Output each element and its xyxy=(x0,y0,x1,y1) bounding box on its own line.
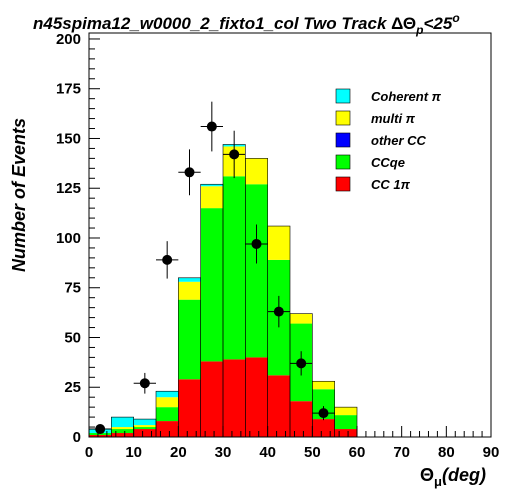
points-layer xyxy=(89,101,335,435)
legend-swatch xyxy=(335,88,351,104)
chart-title-delta: ΔΘ xyxy=(391,14,416,33)
bar-segment xyxy=(178,299,201,380)
y-tick-label: 75 xyxy=(64,280,81,297)
data-point xyxy=(296,358,307,369)
bar-segment xyxy=(156,407,179,422)
x-axis-label-theta: Θ xyxy=(420,465,434,485)
bar-segment xyxy=(334,415,357,430)
bar-segment xyxy=(133,419,156,426)
chart-title-tail: <25 xyxy=(423,14,452,33)
bar-segment xyxy=(245,158,268,185)
bar-segment xyxy=(267,226,290,260)
chart-title-main: n45spima12_w0000_2_fixto1_col Two Track xyxy=(33,14,391,33)
bar-segment xyxy=(223,176,246,360)
bar-segment xyxy=(223,359,246,437)
bar-segment xyxy=(245,184,268,358)
x-axis-label: Θμ(deg) xyxy=(420,465,486,489)
bar-segment xyxy=(156,421,179,437)
y-tick-label: 100 xyxy=(56,230,81,247)
bar-segment xyxy=(290,401,313,437)
x-tick-label: 30 xyxy=(215,444,232,461)
bar-segment xyxy=(111,417,134,428)
bar-segment xyxy=(200,184,223,187)
bar-segment xyxy=(133,429,156,437)
bar-segment xyxy=(178,277,201,282)
legend-label: CCqe xyxy=(371,155,405,170)
bar-segment xyxy=(111,429,134,434)
legend: Coherent π multi π other CC CCqe CC 1π xyxy=(335,88,442,192)
legend-swatch xyxy=(335,110,351,126)
bar-segment xyxy=(111,427,134,430)
bar-segment xyxy=(267,375,290,437)
x-tick-label: 70 xyxy=(393,444,410,461)
bar-segment xyxy=(200,361,223,437)
bar-segment xyxy=(178,379,201,437)
data-point xyxy=(251,238,262,249)
data-point xyxy=(162,254,173,265)
x-axis-label-tail: (deg) xyxy=(442,465,486,485)
bar-segment xyxy=(245,357,268,437)
x-tick-label: 10 xyxy=(125,444,142,461)
x-tick-label: 0 xyxy=(85,444,93,461)
data-point xyxy=(95,424,106,435)
x-tick-label: 60 xyxy=(349,444,366,461)
data-point xyxy=(229,149,240,160)
bar-segment xyxy=(156,391,179,398)
bar-segment xyxy=(200,208,223,362)
bar-segment xyxy=(312,381,335,390)
bar-segment xyxy=(200,186,223,209)
legend-label: Coherent π xyxy=(371,89,442,104)
data-point xyxy=(184,167,195,178)
y-tick-label: 175 xyxy=(56,81,81,98)
y-tick-label: 25 xyxy=(64,379,81,396)
chart-title: n45spima12_w0000_2_fixto1_col Two Track … xyxy=(33,11,460,37)
bar-segment xyxy=(111,433,134,437)
x-tick-label: 90 xyxy=(483,444,500,461)
y-tick-label: 50 xyxy=(64,329,81,346)
y-tick-label: 200 xyxy=(56,31,81,48)
axes-layer: 0 10 20 30 40 50 60 70 80 90 0 25 50 75 100 125 150 175 20… xyxy=(56,31,499,461)
legend-label: CC 1π xyxy=(371,177,411,192)
legend-swatch xyxy=(335,176,351,192)
bar-segment xyxy=(133,427,156,430)
bar-segment xyxy=(89,435,112,437)
bar-segment xyxy=(133,425,156,428)
bar-segment xyxy=(312,419,335,437)
y-axis-label: Number of Events xyxy=(9,118,29,272)
data-point xyxy=(139,378,150,389)
y-tick-label: 125 xyxy=(56,180,81,197)
bar-segment xyxy=(312,389,335,420)
y-tick-label: 150 xyxy=(56,130,81,147)
x-tick-label: 20 xyxy=(170,444,187,461)
bar-segment xyxy=(290,313,313,324)
chart-title-sup: o xyxy=(452,11,459,25)
y-tick-label: 0 xyxy=(73,429,81,446)
legend-label: other CC xyxy=(371,133,427,148)
x-tick-label: 50 xyxy=(304,444,321,461)
x-axis-label-mu: μ xyxy=(434,474,442,489)
legend-swatch xyxy=(335,154,351,170)
data-point xyxy=(318,408,329,419)
chart-title-sub: p xyxy=(415,23,423,37)
plot-frame xyxy=(88,32,492,438)
x-tick-label: 40 xyxy=(259,444,276,461)
data-point xyxy=(206,121,217,132)
legend-swatch xyxy=(335,132,351,148)
x-tick-label: 80 xyxy=(438,444,455,461)
legend-label: multi π xyxy=(371,111,416,126)
bars-layer xyxy=(88,144,358,438)
bar-segment xyxy=(178,281,201,300)
bar-segment xyxy=(156,397,179,408)
data-point xyxy=(273,306,284,317)
bar-segment xyxy=(334,407,357,416)
bar-segment xyxy=(334,429,357,437)
